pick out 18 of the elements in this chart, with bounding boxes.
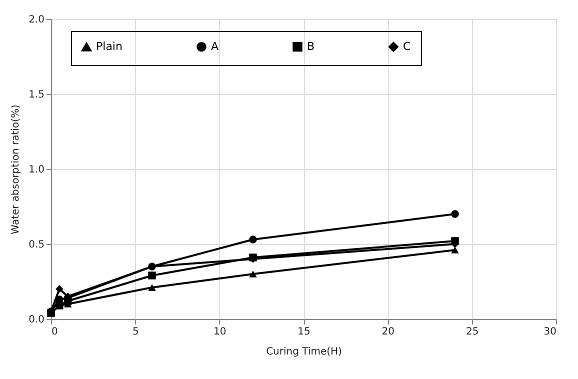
legend-label: Plain <box>96 40 122 54</box>
x-tick-label: 25 <box>466 326 479 338</box>
x-axis-title: Curing Time(H) <box>266 346 342 358</box>
legend-label: A <box>211 40 219 53</box>
x-tick-label: 15 <box>298 326 310 338</box>
y-tick-label: 1.0 <box>28 164 44 176</box>
y-tick-label: 0.5 <box>28 240 44 250</box>
x-tick-label: 30 <box>544 326 556 338</box>
y-tick-label: 0.0 <box>28 314 44 326</box>
legend-label: B <box>307 40 315 53</box>
x-tick-label: 20 <box>382 326 395 338</box>
legend-label: C <box>403 40 411 53</box>
x-tick-label: 0 <box>52 326 58 338</box>
x-tick-label: 10 <box>213 326 226 338</box>
x-tick-label: 5 <box>132 326 139 338</box>
y-tick-label: 1.5 <box>28 90 44 100</box>
y-axis-title: Water absorption ratio(%) <box>10 104 22 234</box>
y-tick-label: 2.0 <box>28 14 44 26</box>
